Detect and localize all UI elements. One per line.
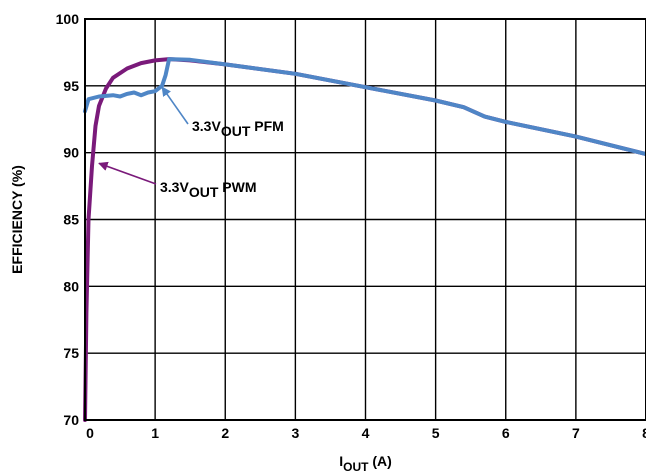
x-tick-label: 5 — [432, 425, 440, 441]
x-tick-label: 4 — [362, 425, 370, 441]
x-tick-label: 6 — [502, 425, 510, 441]
annotation-pfm: 3.3VOUT PFM — [192, 118, 284, 139]
x-tick-label: 0 — [86, 425, 94, 441]
annotation-arrow-pwm — [98, 161, 157, 185]
x-tick-labels: 0 1 2 3 4 5 6 7 8 — [86, 425, 646, 441]
annotation-pwm: 3.3VOUT PWM — [160, 179, 256, 200]
x-tick-label: 8 — [642, 425, 646, 441]
y-tick-label: 95 — [63, 78, 79, 94]
x-tick-label: 3 — [291, 425, 299, 441]
y-tick-label: 90 — [63, 145, 79, 161]
y-tick-label: 100 — [56, 11, 80, 27]
annotation-arrow-pfm — [161, 86, 189, 125]
series-lines — [83, 57, 646, 422]
y-tick-label: 80 — [63, 278, 79, 294]
y-tick-label: 85 — [63, 212, 79, 228]
x-tick-label: 2 — [221, 425, 229, 441]
grid — [84, 18, 646, 421]
annotation-arrows — [98, 86, 189, 185]
y-tick-label: 75 — [63, 345, 79, 361]
y-axis-title: EFFICIENCY (%) — [9, 165, 25, 274]
y-tick-labels: 70 75 80 85 90 95 100 — [56, 11, 80, 428]
plot-frame — [84, 18, 646, 421]
series-line-pfm — [83, 57, 646, 156]
y-tick-label: 70 — [63, 412, 79, 428]
x-tick-label: 1 — [151, 425, 159, 441]
x-axis-title: IOUT (A) — [339, 453, 392, 474]
x-tick-label: 7 — [572, 425, 580, 441]
